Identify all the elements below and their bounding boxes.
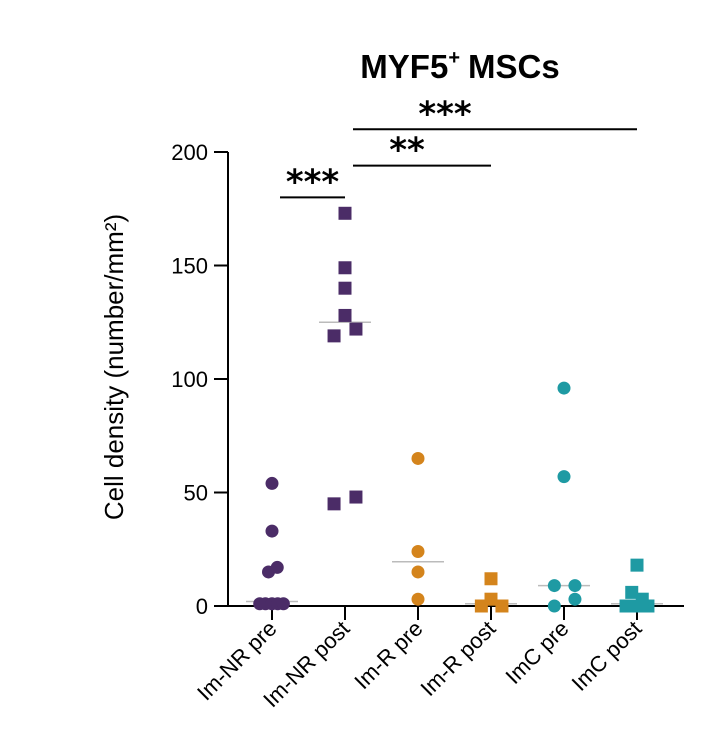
- significance-brackets: ********: [280, 94, 637, 202]
- data-point: [484, 592, 498, 606]
- significance-label: ***: [286, 162, 340, 202]
- data-point: [338, 206, 352, 220]
- data-point: [270, 560, 284, 574]
- data-point: [338, 261, 352, 275]
- y-axis-label: Cell density (number/mm²): [99, 214, 129, 520]
- data-point: [568, 592, 582, 606]
- data-point: [619, 599, 633, 613]
- x-tick-label: ImC post: [567, 616, 647, 696]
- data-point: [411, 592, 425, 606]
- y-tick-label: 150: [171, 254, 208, 279]
- significance-label: **: [389, 131, 425, 171]
- data-point: [349, 322, 363, 336]
- x-tick-label: Im-R post: [415, 616, 500, 701]
- significance-label: ***: [418, 94, 472, 134]
- median-lines: [246, 321, 663, 605]
- data-point: [557, 381, 571, 395]
- data-point: [327, 329, 341, 343]
- y-tick-label: 0: [196, 594, 208, 619]
- data-point: [265, 476, 279, 490]
- data-point: [547, 599, 561, 613]
- data-point: [557, 470, 571, 484]
- data-point: [411, 545, 425, 559]
- data-point: [338, 308, 352, 322]
- data-point: [338, 281, 352, 295]
- data-point: [484, 572, 498, 586]
- data-points: [253, 206, 655, 613]
- data-point: [625, 585, 639, 599]
- data-point: [327, 497, 341, 511]
- data-point: [630, 558, 644, 572]
- data-point: [635, 592, 649, 606]
- y-tick-label: 50: [184, 481, 208, 506]
- y-ticks: 0 50 100 150 200: [171, 140, 228, 619]
- data-point: [349, 490, 363, 504]
- data-point: [411, 565, 425, 579]
- x-tick-label: ImC pre: [501, 616, 574, 689]
- chart-title: MYF5+ MSCs: [360, 47, 559, 85]
- data-point: [276, 597, 290, 611]
- data-point: [411, 451, 425, 465]
- data-point: [547, 579, 561, 593]
- data-point: [265, 524, 279, 538]
- y-tick-label: 200: [171, 140, 208, 165]
- data-point: [568, 579, 582, 593]
- y-tick-label: 100: [171, 367, 208, 392]
- data-point: [495, 599, 509, 613]
